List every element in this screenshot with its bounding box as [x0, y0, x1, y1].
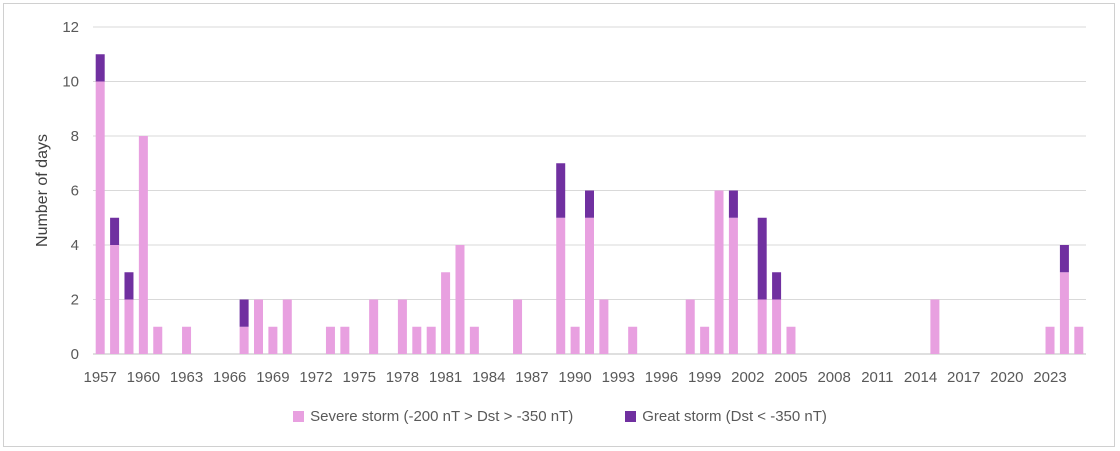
x-tick-labels: 1957 1960 1963 1966 1969 1972 1975 1978 1981 1984… — [84, 369, 1067, 386]
bar-great-storm — [757, 217, 767, 300]
bar-great-storm — [728, 190, 738, 218]
bar-severe-storm — [110, 245, 120, 354]
x-tick-label: 2011 — [861, 369, 893, 386]
x-tick-label: 1987 — [515, 369, 548, 386]
x-tick-label: 2008 — [817, 369, 850, 386]
bars — [95, 54, 1084, 354]
x-tick-label: 2023 — [1033, 369, 1066, 386]
bar-severe-storm — [728, 217, 738, 354]
y-tick-label: 0 — [71, 346, 79, 363]
x-tick-label: 1993 — [602, 369, 635, 386]
bar-severe-storm — [325, 326, 335, 354]
legend-item-great: Great storm (Dst < -350 nT) — [625, 408, 827, 425]
legend-label-great: Great storm (Dst < -350 nT) — [642, 407, 827, 425]
bar-severe-storm — [138, 136, 148, 354]
bar-great-storm — [1059, 245, 1069, 273]
bar-severe-storm — [455, 245, 465, 354]
bar-severe-storm — [570, 326, 580, 354]
bar-severe-storm — [95, 81, 105, 354]
x-tick-label: 1984 — [472, 369, 505, 386]
bar-severe-storm — [268, 326, 278, 354]
bar-severe-storm — [714, 190, 724, 354]
bar-severe-storm — [369, 299, 379, 354]
y-axis-title: Number of days — [34, 134, 51, 247]
bar-great-storm — [585, 190, 594, 218]
bar-great-storm — [95, 54, 105, 82]
bar-severe-storm — [1074, 326, 1084, 354]
x-tick-label: 2014 — [904, 369, 937, 386]
bar-severe-storm — [599, 299, 609, 354]
x-tick-label: 1978 — [386, 369, 419, 386]
bar-severe-storm — [628, 326, 638, 354]
x-tick-label: 2002 — [731, 369, 764, 386]
bar-severe-storm — [182, 326, 192, 354]
bar-severe-storm — [426, 326, 436, 354]
bar-severe-storm — [153, 326, 163, 354]
x-tick-label: 1972 — [299, 369, 332, 386]
bar-great-storm — [772, 272, 782, 300]
bar-severe-storm — [585, 217, 594, 354]
bar-severe-storm — [700, 326, 710, 354]
bar-severe-storm — [441, 272, 451, 354]
bar-severe-storm — [930, 299, 940, 354]
x-tick-label: 1999 — [688, 369, 721, 386]
bar-great-storm — [124, 272, 134, 300]
bar-severe-storm — [239, 326, 249, 354]
legend-item-severe: Severe storm (-200 nT > Dst > -350 nT) — [293, 408, 573, 425]
y-tick-label: 8 — [71, 128, 79, 145]
x-tick-label: 1996 — [645, 369, 678, 386]
bar-great-storm — [556, 163, 566, 218]
y-tick-label: 4 — [71, 237, 79, 254]
x-tick-label: 2020 — [990, 369, 1023, 386]
bar-severe-storm — [513, 299, 523, 354]
bar-severe-storm — [772, 299, 782, 354]
legend-swatch-severe — [293, 410, 305, 422]
y-tick-labels: 0 2 4 6 8 10 12 — [62, 19, 79, 363]
bar-great-storm — [239, 299, 249, 327]
y-tick-label: 10 — [62, 74, 79, 91]
y-tick-label: 6 — [71, 183, 79, 200]
x-tick-label: 1969 — [256, 369, 289, 386]
y-tick-label: 2 — [71, 292, 79, 309]
x-tick-label: 1963 — [170, 369, 203, 386]
x-tick-label: 1960 — [127, 369, 160, 386]
bar-severe-storm — [340, 326, 350, 354]
x-tick-label: 1990 — [558, 369, 591, 386]
x-tick-label: 1957 — [84, 369, 117, 386]
bar-severe-storm — [469, 326, 479, 354]
x-tick-label: 2005 — [774, 369, 807, 386]
bar-severe-storm — [786, 326, 796, 354]
legend-swatch-great — [625, 410, 637, 422]
x-tick-label: 1981 — [429, 369, 462, 386]
x-tick-label: 1975 — [343, 369, 376, 386]
bar-severe-storm — [1059, 272, 1069, 354]
x-tick-label: 1966 — [213, 369, 246, 386]
y-tick-label: 12 — [62, 19, 79, 36]
legend-label-severe: Severe storm (-200 nT > Dst > -350 nT) — [310, 407, 574, 425]
bar-severe-storm — [757, 299, 767, 354]
x-tick-label: 2017 — [947, 369, 980, 386]
bar-severe-storm — [1045, 326, 1055, 354]
bar-severe-storm — [397, 299, 407, 354]
legend: Severe storm (-200 nT > Dst > -350 nT) G… — [0, 403, 1120, 429]
bar-severe-storm — [254, 299, 263, 354]
bar-severe-storm — [124, 299, 134, 354]
bar-severe-storm — [412, 326, 422, 354]
bar-severe-storm — [685, 299, 695, 354]
bar-severe-storm — [556, 217, 566, 354]
bar-severe-storm — [282, 299, 292, 354]
bar-great-storm — [110, 217, 120, 245]
